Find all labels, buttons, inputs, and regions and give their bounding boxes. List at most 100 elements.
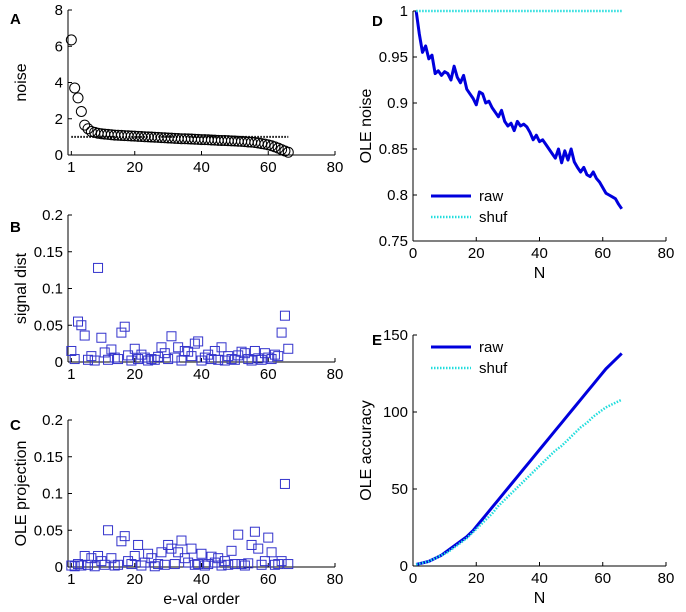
panel-e-x-axis-label: N bbox=[534, 590, 546, 607]
panel-b-point bbox=[249, 345, 260, 356]
panel-a-point bbox=[79, 119, 91, 131]
panel-c-point bbox=[146, 553, 157, 564]
panel-b-point bbox=[263, 352, 274, 363]
panel-c-point bbox=[189, 559, 200, 570]
panel-b-y-tick-label: 0.2 bbox=[42, 207, 63, 224]
panel-c-point bbox=[176, 535, 187, 546]
panel-d-y-tick-label: 1 bbox=[400, 3, 408, 20]
panel-c-point bbox=[196, 548, 207, 559]
panel-c-point bbox=[229, 559, 240, 570]
panel-d-y-tick-label: 0.95 bbox=[379, 49, 408, 66]
panel-c-point bbox=[133, 539, 144, 550]
panel-d-label: D bbox=[372, 13, 383, 30]
panel-b-point bbox=[146, 354, 157, 365]
panel-c-point bbox=[206, 551, 217, 562]
panel-c-point bbox=[226, 545, 237, 556]
panel-b-x-tick-label: 20 bbox=[126, 366, 143, 383]
panel-c-point bbox=[109, 560, 120, 571]
panel-a-x-tick-label: 20 bbox=[126, 159, 143, 176]
panel-c-point bbox=[199, 560, 210, 571]
panel-c-point bbox=[246, 539, 257, 550]
panel-c-x-tick-label: 20 bbox=[126, 571, 143, 588]
panel-c-point bbox=[219, 556, 230, 567]
panel-c-point bbox=[166, 543, 177, 554]
panel-c-point bbox=[249, 526, 260, 537]
panel-d-series-raw bbox=[414, 10, 623, 210]
panel-c-point bbox=[239, 560, 250, 571]
panel-a-y-tick-label: 0 bbox=[55, 147, 63, 164]
panel-c-point bbox=[153, 559, 164, 570]
panel-c-point bbox=[253, 543, 264, 554]
panel-c-point bbox=[86, 553, 97, 564]
panel-b-point bbox=[216, 342, 227, 353]
panel-c-point bbox=[186, 543, 197, 554]
panel-e-y-tick-label: 50 bbox=[391, 481, 408, 498]
panel-c-point bbox=[119, 531, 130, 542]
panel-b-point bbox=[223, 351, 234, 362]
panel-d-y-tick-label: 0.85 bbox=[379, 141, 408, 158]
panel-b-point bbox=[226, 354, 237, 365]
panel-c-point bbox=[69, 561, 80, 572]
panel-b-point bbox=[99, 347, 110, 358]
panel-c-point bbox=[83, 559, 94, 570]
panel-b-point bbox=[243, 354, 254, 365]
panel-c-point bbox=[236, 559, 247, 570]
panel-c-label: C bbox=[10, 417, 21, 434]
panel-e-x-tick-label: 80 bbox=[658, 570, 675, 587]
panel-a-point bbox=[282, 146, 294, 158]
panel-c-point bbox=[156, 547, 167, 558]
panel-b-point bbox=[253, 353, 264, 364]
panel-b-y-tick-label: 0.1 bbox=[42, 281, 63, 298]
panel-c-y-tick-label: 0.05 bbox=[34, 522, 63, 539]
panel-b-point bbox=[76, 320, 87, 331]
panel-b-point bbox=[103, 354, 114, 365]
panel-b-y-axis-label: signal dist bbox=[13, 252, 30, 324]
panel-a-point bbox=[75, 106, 87, 117]
panel-c-point bbox=[183, 557, 194, 568]
panel-b-point bbox=[153, 351, 164, 362]
panel-c-point bbox=[169, 559, 180, 570]
panel-c-y-tick-label: 0.1 bbox=[42, 486, 63, 503]
panel-b-point bbox=[139, 352, 150, 363]
panel-b-point bbox=[66, 345, 77, 356]
panel-b-x-tick-label: 80 bbox=[327, 366, 344, 383]
panel-c-point bbox=[99, 559, 110, 570]
panel-c-point bbox=[66, 560, 77, 571]
panel-b-point bbox=[193, 336, 204, 347]
panel-d-x-tick-label: 20 bbox=[468, 245, 485, 262]
panel-c-y-axis-label: OLE projection bbox=[13, 441, 30, 547]
panel-b-x-tick-label: 60 bbox=[260, 366, 277, 383]
panel-a-point bbox=[85, 125, 97, 137]
panel-b-point bbox=[179, 345, 190, 356]
panel-c-point bbox=[129, 550, 140, 561]
panel-b-point bbox=[119, 321, 130, 332]
panel-a-x-tick-label: 60 bbox=[260, 159, 277, 176]
panel-d-x-axis-label: N bbox=[534, 265, 546, 282]
panel-e-x-tick-label: 60 bbox=[594, 570, 611, 587]
panel-c-point bbox=[233, 529, 244, 540]
panel-a-y-tick-label: 4 bbox=[55, 75, 63, 92]
panel-b-point bbox=[199, 352, 210, 363]
panel-c-point bbox=[256, 559, 267, 570]
panel-b-point bbox=[143, 355, 154, 366]
panel-b-point bbox=[276, 327, 287, 338]
panel-e-y-axis-label: OLE accuracy bbox=[358, 400, 375, 500]
panel-c-point bbox=[96, 556, 107, 567]
panel-c-point bbox=[123, 556, 134, 567]
panel-b-point bbox=[129, 343, 140, 354]
panel-a-x-tick-label: 1 bbox=[67, 159, 75, 176]
panel-c-point bbox=[73, 559, 84, 570]
panel-e-y-tick-label: 0 bbox=[400, 558, 408, 575]
panel-b-point bbox=[93, 262, 104, 273]
panel-d-x-tick-label: 40 bbox=[531, 245, 548, 262]
panel-c-point bbox=[266, 547, 277, 558]
panel-b-point bbox=[256, 354, 267, 365]
panel-b-point bbox=[116, 327, 127, 338]
panel-c-point bbox=[103, 525, 114, 536]
panel-a-point bbox=[72, 92, 84, 104]
panel-d-x-tick-label: 60 bbox=[594, 245, 611, 262]
panel-c-point bbox=[243, 558, 254, 569]
panel-b-point bbox=[273, 351, 284, 362]
panel-c-point bbox=[273, 559, 284, 570]
